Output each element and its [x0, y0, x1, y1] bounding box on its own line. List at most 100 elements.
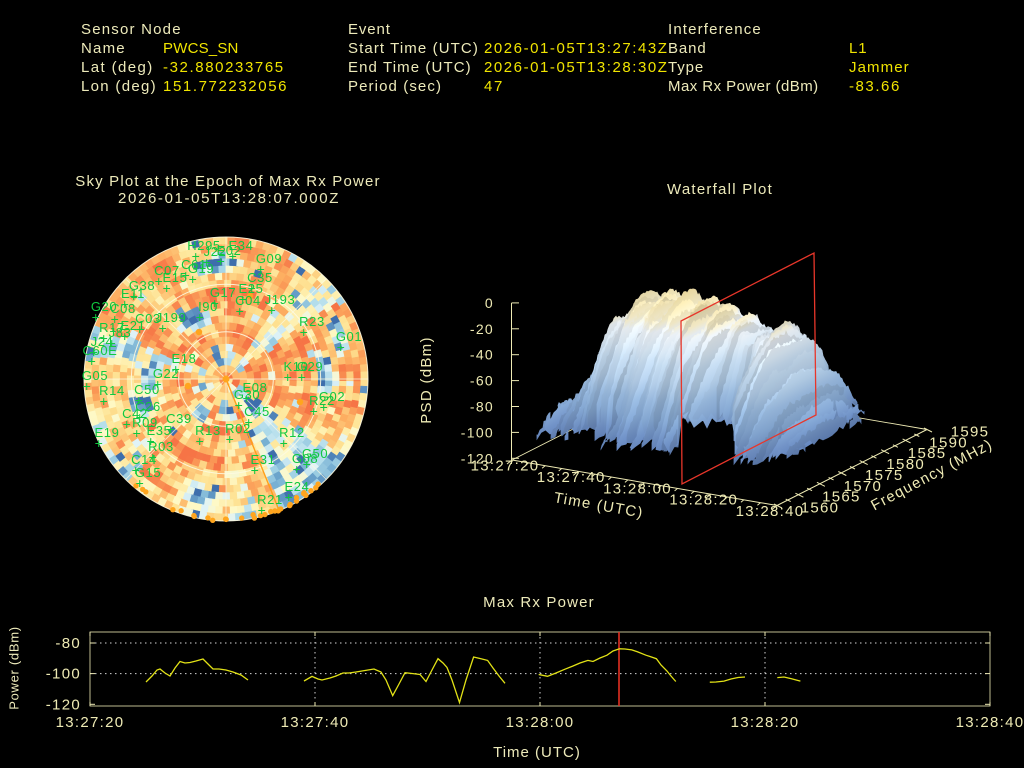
svg-text:G02: G02: [319, 389, 345, 404]
svg-text:E35: E35: [147, 423, 172, 438]
svg-text:+: +: [235, 397, 244, 413]
svg-text:-20: -20: [470, 321, 494, 337]
svg-text:+: +: [136, 409, 145, 425]
svg-text:+: +: [280, 435, 289, 451]
svg-text:G08: G08: [292, 451, 318, 466]
svg-text:+: +: [83, 378, 92, 394]
svg-text:13:27:20: 13:27:20: [471, 458, 540, 475]
svg-text:E08: E08: [243, 380, 268, 395]
svg-text:+: +: [136, 475, 145, 491]
svg-text:+: +: [133, 425, 142, 441]
svg-text:+: +: [226, 431, 235, 447]
svg-text:R14: R14: [99, 383, 125, 398]
svg-text:E19: E19: [95, 425, 120, 440]
svg-text:-100: -100: [46, 666, 81, 683]
svg-text:+: +: [268, 302, 277, 318]
svg-text:1590: 1590: [929, 434, 968, 451]
svg-text:+: +: [203, 254, 212, 270]
svg-text:+: +: [154, 376, 163, 392]
svg-text:+: +: [300, 324, 309, 340]
svg-text:C61: C61: [181, 257, 207, 272]
svg-text:+: +: [229, 248, 238, 264]
svg-text:+: +: [92, 309, 101, 325]
svg-text:0: 0: [485, 295, 494, 311]
svg-text:13:28:00: 13:28:00: [603, 480, 672, 497]
svg-text:C45: C45: [244, 404, 270, 419]
svg-text:-40: -40: [470, 347, 494, 363]
svg-text:PSD (dBm): PSD (dBm): [418, 336, 435, 424]
svg-text:C42: C42: [122, 406, 148, 421]
svg-text:E21: E21: [121, 318, 146, 333]
svg-text:R03: R03: [148, 439, 174, 454]
svg-text:E15: E15: [163, 270, 188, 285]
svg-text:+: +: [163, 280, 172, 296]
svg-text:C26: C26: [135, 399, 161, 414]
svg-text:I90: I90: [198, 299, 218, 314]
svg-text:+: +: [130, 288, 139, 304]
svg-text:+: +: [245, 414, 254, 430]
svg-text:+: +: [320, 399, 329, 415]
svg-text:+: +: [100, 330, 109, 346]
svg-text:G22: G22: [153, 366, 179, 381]
svg-text:R09: R09: [132, 415, 158, 430]
svg-text:+: +: [236, 303, 245, 319]
svg-text:H295: H295: [187, 238, 220, 253]
svg-text:+: +: [123, 416, 132, 432]
svg-text:+: +: [310, 403, 319, 419]
svg-text:-120: -120: [46, 696, 81, 713]
svg-text:+: +: [111, 311, 120, 327]
svg-text:+: +: [243, 390, 252, 406]
svg-text:+: +: [257, 261, 266, 277]
svg-text:R17: R17: [99, 320, 125, 335]
svg-text:13:28:20: 13:28:20: [731, 714, 800, 731]
svg-text:-80: -80: [55, 635, 81, 652]
svg-text:-100: -100: [461, 424, 494, 440]
svg-text:+: +: [196, 433, 205, 449]
svg-text:+: +: [90, 344, 99, 360]
svg-text:+: +: [337, 339, 346, 355]
svg-text:1580: 1580: [886, 456, 925, 473]
svg-text:C60E: C60E: [83, 343, 118, 358]
svg-text:+: +: [121, 296, 130, 312]
svg-text:E34: E34: [229, 238, 254, 253]
svg-text:+: +: [135, 392, 144, 408]
svg-text:C39: C39: [166, 411, 192, 426]
svg-text:1560: 1560: [801, 500, 840, 517]
svg-text:+: +: [147, 433, 156, 449]
svg-text:+: +: [149, 449, 158, 465]
svg-text:C03: C03: [135, 311, 161, 326]
svg-text:G09: G09: [256, 251, 282, 266]
svg-text:+: +: [293, 461, 302, 477]
svg-text:C14: C14: [131, 452, 157, 467]
svg-text:-80: -80: [470, 399, 494, 415]
svg-text:+: +: [251, 462, 260, 478]
svg-text:C35: C35: [247, 270, 273, 285]
svg-text:G30: G30: [234, 387, 260, 402]
svg-text:G29: G29: [297, 359, 323, 374]
svg-text:+: +: [100, 393, 109, 409]
svg-text:+: +: [217, 253, 226, 269]
svg-text:1570: 1570: [844, 478, 883, 495]
svg-text:E02: E02: [217, 243, 242, 258]
svg-text:G19: G19: [188, 261, 214, 276]
svg-text:R13: R13: [195, 423, 221, 438]
svg-text:+: +: [285, 489, 294, 505]
svg-text:G01: G01: [336, 329, 362, 344]
svg-text:+: +: [172, 361, 181, 377]
svg-text:+: +: [189, 271, 198, 287]
svg-text:+: +: [211, 295, 220, 311]
svg-text:J199: J199: [156, 310, 187, 325]
svg-text:13:28:00: 13:28:00: [506, 714, 575, 731]
svg-text:13:28:20: 13:28:20: [669, 492, 738, 509]
svg-text:+: +: [136, 321, 145, 337]
svg-text:R02: R02: [225, 421, 251, 436]
svg-text:1575: 1575: [865, 467, 904, 484]
svg-text:13:28:40: 13:28:40: [736, 503, 805, 520]
svg-text:G15: G15: [135, 465, 161, 480]
svg-text:+: +: [248, 280, 257, 296]
svg-text:13:27:40: 13:27:40: [281, 714, 350, 731]
svg-text:1565: 1565: [822, 489, 861, 506]
svg-text:J22: J22: [204, 244, 227, 259]
svg-text:K10: K10: [284, 359, 309, 374]
svg-text:E25: E25: [239, 281, 264, 296]
